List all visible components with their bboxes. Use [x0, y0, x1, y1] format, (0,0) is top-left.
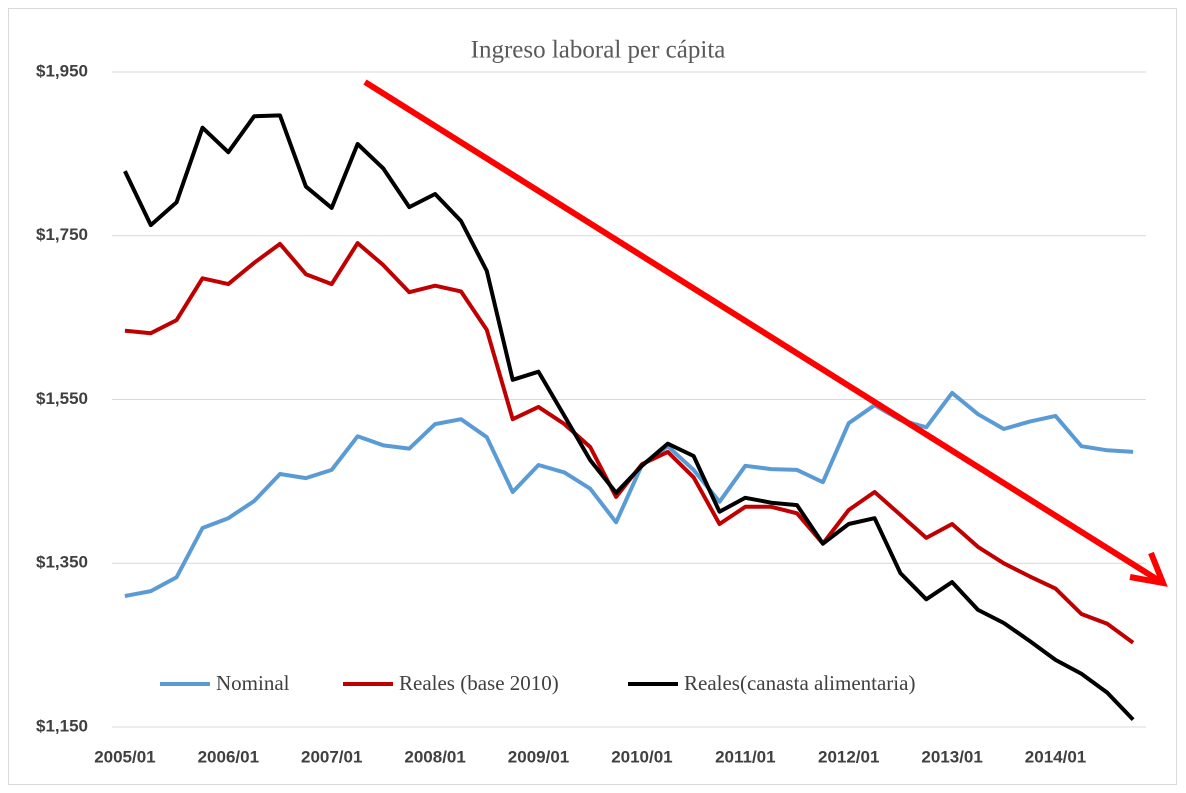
- x-tick-label: 2006/01: [198, 747, 259, 766]
- x-tick-label: 2013/01: [921, 747, 982, 766]
- x-tick-label: 2005/01: [94, 747, 155, 766]
- y-tick-label: $1,550: [36, 389, 88, 408]
- series-line: [124, 390, 1134, 598]
- trend-arrow: [363, 79, 1160, 583]
- x-tick-label: 2010/01: [611, 747, 672, 766]
- x-tick-label: 2008/01: [404, 747, 465, 766]
- y-tick-label: $1,750: [36, 225, 88, 244]
- chart-frame: [8, 8, 1177, 785]
- series-line: [123, 113, 1135, 721]
- legend-label: Reales (base 2010): [399, 671, 559, 695]
- chart-title: Ingreso laboral per cápita: [471, 37, 726, 64]
- x-tick-label: 2011/01: [715, 747, 776, 766]
- x-tick-label: 2012/01: [818, 747, 879, 766]
- y-tick-label: $1,950: [36, 61, 88, 80]
- x-tick-label: 2014/01: [1025, 747, 1086, 766]
- y-tick-label: $1,350: [36, 553, 88, 572]
- x-tick-label: 2007/01: [301, 747, 362, 766]
- legend-label: Nominal: [216, 671, 290, 695]
- x-tick-label: 2009/01: [508, 747, 569, 766]
- y-tick-label: $1,150: [36, 716, 88, 735]
- legend-label: Reales(canasta alimentaria): [684, 671, 915, 695]
- trend-arrowhead: [1129, 551, 1168, 587]
